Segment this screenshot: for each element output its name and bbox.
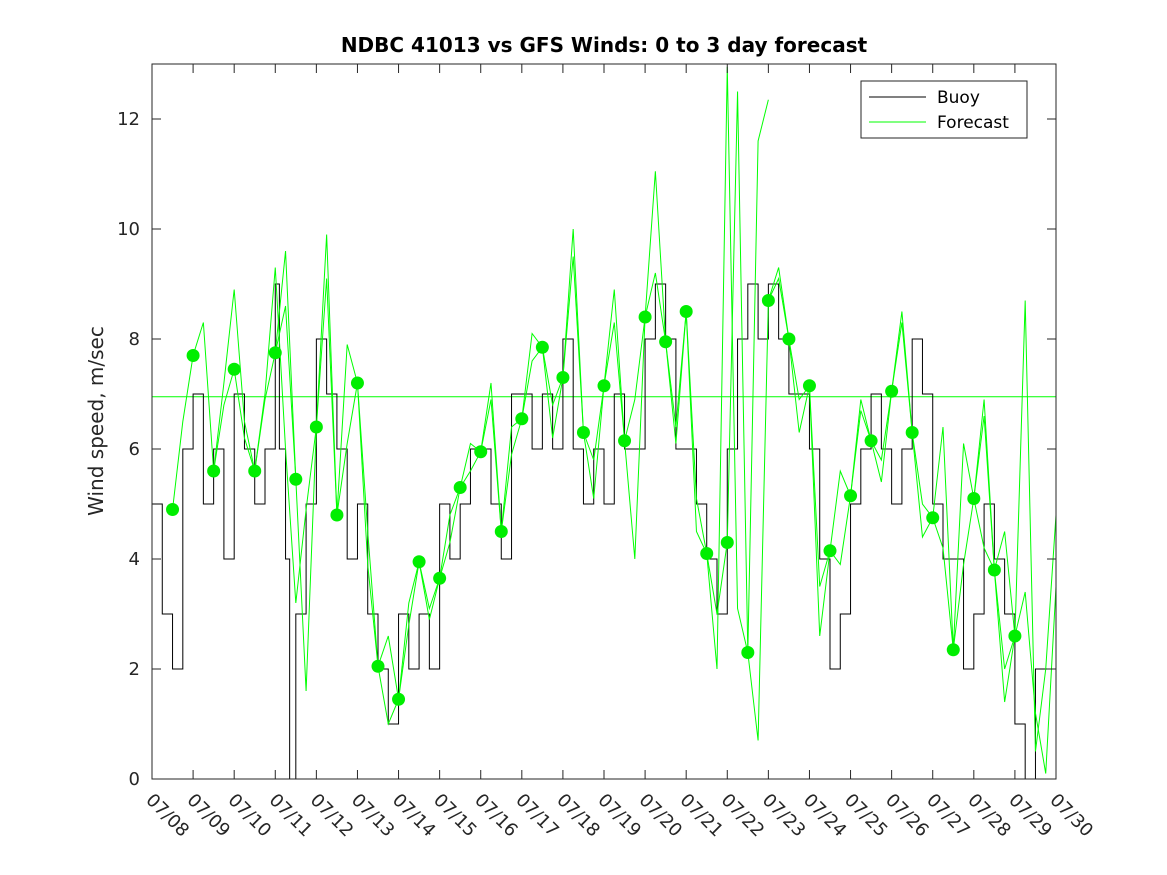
forecast-dot — [556, 371, 570, 384]
legend-buoy-label: Buoy — [937, 88, 980, 108]
forecast-dot — [638, 310, 652, 324]
forecast-dot — [864, 434, 878, 448]
forecast-dot — [844, 489, 858, 503]
forecast-dot — [289, 472, 303, 486]
legend-forecast-label: Forecast — [937, 113, 1009, 133]
forecast-line-13 — [952, 300, 1057, 752]
forecast-dot — [330, 508, 344, 522]
forecast-dot — [967, 492, 981, 505]
forecast-dot — [885, 384, 899, 398]
forecast-dot — [761, 294, 775, 307]
forecast-dot — [453, 481, 467, 494]
forecast-dot — [433, 571, 447, 585]
y-tick-label: 2 — [129, 659, 140, 680]
forecast-dot — [597, 379, 611, 393]
forecast-dot — [207, 464, 221, 478]
forecast-dot — [535, 340, 549, 354]
forecast-dot — [905, 426, 919, 439]
forecast-dot — [720, 536, 734, 549]
legend: Buoy Forecast — [860, 80, 1028, 139]
forecast-dot — [494, 525, 508, 538]
forecast-dot — [618, 434, 632, 448]
y-axis-label: Wind speed, m/sec — [84, 326, 108, 516]
forecast-dot — [186, 349, 200, 362]
forecast-dot — [474, 445, 488, 459]
chart-title: NDBC 41013 vs GFS Winds: 0 to 3 day fore… — [341, 33, 868, 57]
forecast-dot — [166, 503, 180, 516]
y-tick-label: 4 — [129, 549, 140, 570]
plot-area — [152, 64, 1056, 779]
forecast-dot — [268, 346, 282, 360]
forecast-dot — [679, 305, 693, 318]
forecast-dot — [515, 412, 529, 426]
series-layer — [152, 66, 1057, 780]
forecast-dot — [412, 555, 426, 569]
forecast-dot — [309, 420, 323, 434]
forecast-dot — [392, 692, 406, 706]
forecast-dot — [371, 659, 385, 673]
forecast-dot — [823, 544, 837, 558]
forecast-dot — [1008, 629, 1022, 643]
forecast-dot — [248, 464, 262, 478]
forecast-dot — [946, 643, 960, 657]
y-tick-label: 10 — [117, 219, 140, 240]
buoy-series-line — [152, 283, 1056, 780]
y-tick-label: 12 — [117, 109, 140, 130]
forecast-dot — [576, 426, 590, 439]
forecast-dot — [659, 335, 673, 349]
forecast-dot — [926, 511, 940, 525]
legend-box — [860, 80, 1028, 139]
forecast-dot — [350, 376, 364, 390]
forecast-dot — [782, 332, 796, 346]
y-tick-label: 0 — [129, 769, 140, 790]
forecast-dot — [700, 547, 714, 560]
forecast-dot — [802, 379, 816, 393]
forecast-dot — [741, 646, 755, 659]
y-tick-label: 6 — [129, 439, 140, 460]
y-tick-label: 8 — [129, 329, 140, 350]
forecast-dot — [227, 362, 241, 376]
forecast-dot — [987, 563, 1001, 577]
